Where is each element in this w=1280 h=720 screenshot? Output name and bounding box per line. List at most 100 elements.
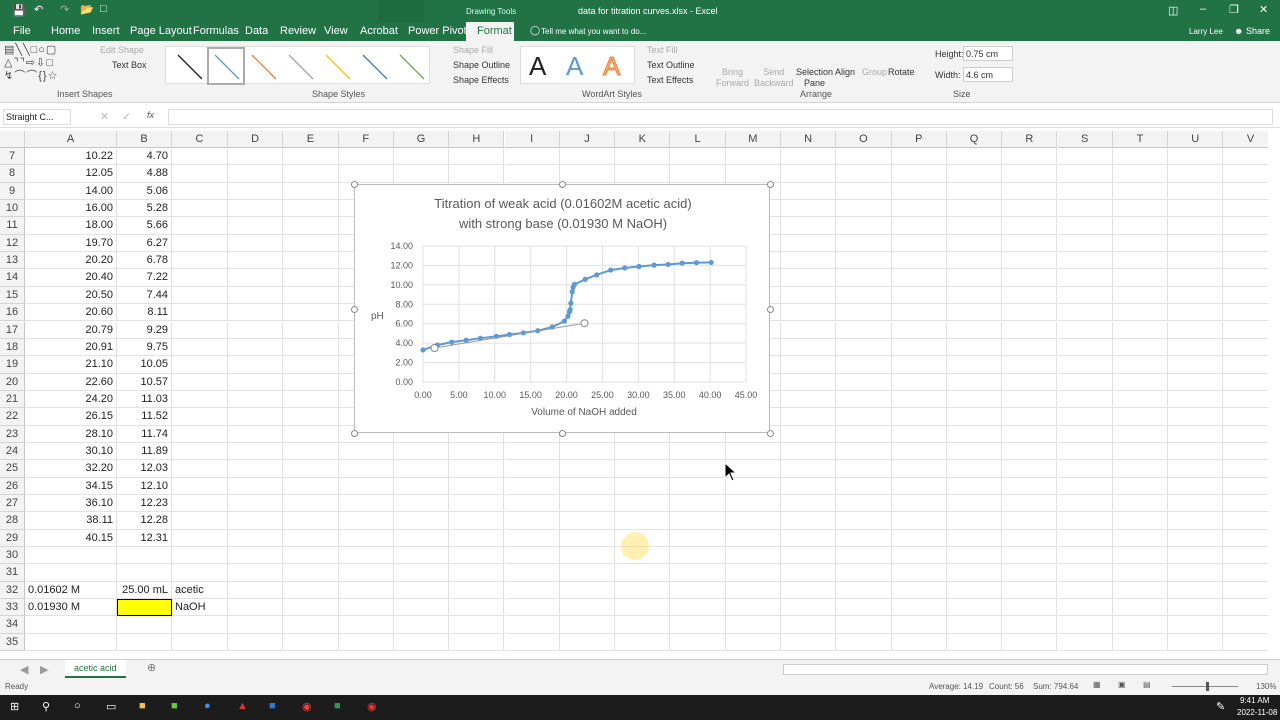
cell-b35[interactable] bbox=[117, 633, 172, 652]
cell-i27[interactable] bbox=[504, 495, 560, 513]
cell-u24[interactable] bbox=[1168, 442, 1224, 461]
cell-v23[interactable] bbox=[1223, 426, 1268, 443]
cell-e25[interactable] bbox=[283, 460, 339, 478]
cell-p21[interactable] bbox=[891, 390, 947, 409]
cell-b24[interactable]: 11.89 bbox=[117, 442, 172, 461]
tab-data[interactable]: Data bbox=[245, 25, 269, 37]
cell-n33[interactable] bbox=[781, 599, 837, 617]
cell-u32[interactable] bbox=[1168, 581, 1224, 600]
cell-d8[interactable] bbox=[228, 165, 284, 183]
cell-d25[interactable] bbox=[228, 460, 284, 478]
cell-o27[interactable] bbox=[836, 495, 892, 513]
text-outline-button[interactable]: Text Outline bbox=[647, 60, 695, 70]
cell-t31[interactable] bbox=[1112, 564, 1169, 582]
cell-e31[interactable] bbox=[283, 564, 339, 582]
cell-b28[interactable]: 12.28 bbox=[117, 512, 172, 530]
cell-t15[interactable] bbox=[1112, 286, 1169, 305]
cell-r20[interactable] bbox=[1002, 373, 1058, 391]
cell-k34[interactable] bbox=[615, 616, 671, 634]
cell-d7[interactable] bbox=[228, 148, 284, 166]
windows-start-icon[interactable]: ⊞ bbox=[10, 701, 20, 713]
save-icon[interactable]: 💾 bbox=[12, 5, 26, 17]
cell-n35[interactable] bbox=[781, 633, 837, 652]
row-header[interactable]: 16 bbox=[0, 304, 25, 322]
column-header-u[interactable]: U bbox=[1168, 131, 1224, 148]
cell-r22[interactable] bbox=[1002, 408, 1058, 426]
data-point[interactable] bbox=[622, 265, 628, 271]
edge-icon[interactable]: ● bbox=[204, 700, 211, 712]
cell-d11[interactable] bbox=[228, 217, 284, 235]
cell-g35[interactable] bbox=[393, 633, 450, 652]
chart-resize-handle[interactable] bbox=[351, 305, 358, 313]
cell-d15[interactable] bbox=[228, 286, 284, 305]
cell-s16[interactable] bbox=[1057, 304, 1113, 322]
series-line[interactable] bbox=[422, 261, 712, 351]
cell-b16[interactable]: 8.11 bbox=[117, 304, 172, 322]
cell-l30[interactable] bbox=[670, 547, 726, 565]
cell-q18[interactable] bbox=[946, 338, 1003, 357]
page-break-view-icon[interactable]: ▤ bbox=[1143, 680, 1151, 689]
cell-l32[interactable] bbox=[670, 581, 726, 600]
cell-c8[interactable] bbox=[172, 165, 228, 183]
cell-u15[interactable] bbox=[1168, 286, 1224, 305]
tab-formulas[interactable]: Formulas bbox=[193, 25, 239, 37]
cell-j35[interactable] bbox=[559, 633, 616, 652]
row-header[interactable]: 32 bbox=[0, 581, 25, 600]
cell-a16[interactable]: 20.60 bbox=[25, 304, 117, 322]
cell-v13[interactable] bbox=[1223, 252, 1268, 270]
cell-t12[interactable] bbox=[1112, 234, 1169, 253]
cell-r25[interactable] bbox=[1002, 460, 1058, 478]
cell-g8[interactable] bbox=[393, 165, 450, 183]
cell-h27[interactable] bbox=[449, 495, 505, 513]
cell-h29[interactable] bbox=[449, 529, 505, 548]
cell-o23[interactable] bbox=[836, 425, 892, 443]
cell-g34[interactable] bbox=[393, 616, 450, 634]
column-header-a[interactable]: A bbox=[25, 131, 117, 148]
cell-j30[interactable] bbox=[559, 547, 616, 565]
redo-icon[interactable]: ↷ bbox=[60, 4, 70, 16]
cell-a34[interactable] bbox=[25, 616, 117, 634]
cell-v19[interactable] bbox=[1223, 356, 1268, 374]
cell-b26[interactable]: 12.10 bbox=[117, 477, 172, 495]
cell-u31[interactable] bbox=[1168, 564, 1224, 582]
cell-b32[interactable]: 25.00 mL bbox=[117, 581, 172, 600]
cell-o30[interactable] bbox=[836, 547, 892, 565]
cell-q23[interactable] bbox=[946, 425, 1003, 443]
cell-h32[interactable] bbox=[449, 581, 505, 600]
column-header-i[interactable]: I bbox=[504, 131, 560, 148]
cell-s9[interactable] bbox=[1057, 182, 1113, 201]
tab-review[interactable]: Review bbox=[280, 25, 317, 37]
cell-e33[interactable] bbox=[283, 599, 339, 617]
cell-u7[interactable] bbox=[1168, 148, 1224, 166]
cell-g27[interactable] bbox=[393, 495, 450, 513]
cell-s32[interactable] bbox=[1057, 581, 1113, 600]
file-explorer-icon[interactable]: ■ bbox=[139, 700, 146, 712]
prev-sheet-icon[interactable]: ◀ bbox=[20, 664, 29, 676]
cell-n14[interactable] bbox=[781, 269, 837, 287]
cell-n11[interactable] bbox=[781, 217, 837, 235]
horizontal-scrollbar[interactable] bbox=[783, 664, 1268, 675]
cell-m33[interactable] bbox=[725, 599, 781, 617]
cell-c29[interactable] bbox=[172, 529, 228, 548]
cell-b30[interactable] bbox=[117, 547, 172, 565]
cell-e19[interactable] bbox=[283, 356, 339, 374]
cell-a29[interactable]: 40.15 bbox=[25, 529, 117, 548]
cell-v30[interactable] bbox=[1223, 547, 1268, 565]
data-point[interactable] bbox=[693, 260, 700, 266]
cell-f29[interactable] bbox=[338, 529, 394, 548]
cell-q8[interactable] bbox=[946, 165, 1003, 183]
row-header[interactable]: 23 bbox=[0, 425, 25, 443]
cell-p33[interactable] bbox=[891, 599, 947, 617]
column-header-h[interactable]: H bbox=[449, 131, 505, 148]
cell-b17[interactable]: 9.29 bbox=[117, 321, 172, 339]
cell-g25[interactable] bbox=[393, 460, 450, 478]
cell-n8[interactable] bbox=[781, 165, 837, 183]
edit-shape-button[interactable]: Edit Shape bbox=[100, 45, 145, 55]
cell-s14[interactable] bbox=[1057, 269, 1113, 287]
row-header[interactable]: 35 bbox=[0, 633, 25, 652]
tab-file[interactable]: File bbox=[13, 25, 31, 37]
chart-resize-handle[interactable] bbox=[559, 181, 566, 188]
cell-a28[interactable]: 38.11 bbox=[25, 512, 117, 530]
column-header-b[interactable]: B bbox=[117, 131, 172, 148]
cell-f24[interactable] bbox=[338, 442, 394, 461]
